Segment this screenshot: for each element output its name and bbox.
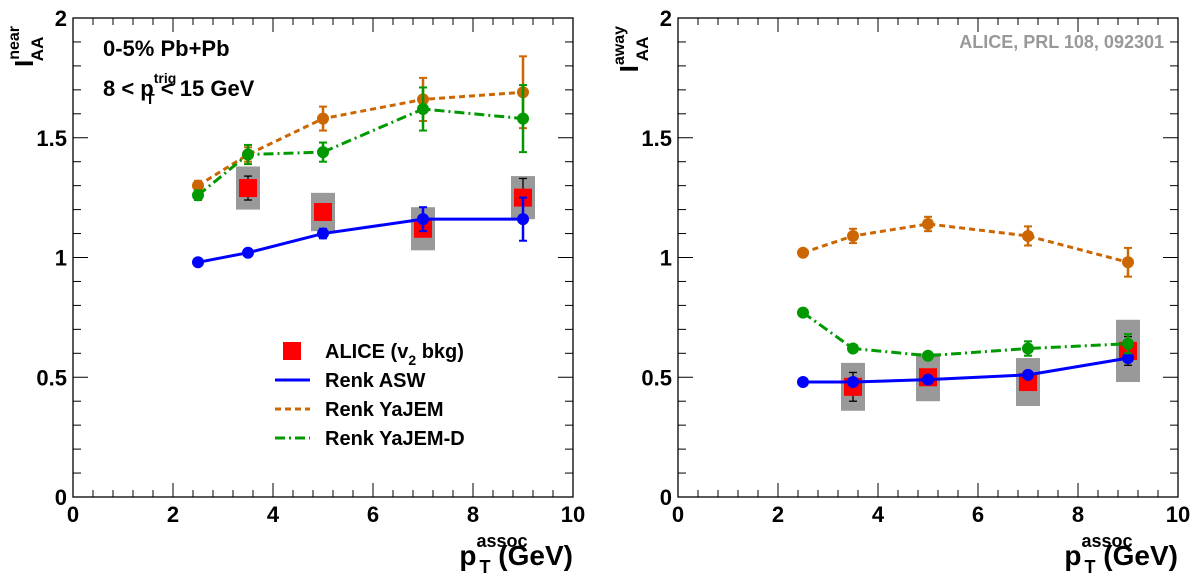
model-line bbox=[802, 311, 1129, 358]
y-tick-label: 1 bbox=[55, 246, 67, 271]
data-point bbox=[314, 202, 332, 221]
model-point bbox=[847, 342, 859, 355]
x-tick-label: 8 bbox=[1072, 502, 1084, 527]
series-renk-yajem bbox=[797, 215, 1134, 278]
x-tick-label: 0 bbox=[67, 502, 79, 527]
x-tick-label: 4 bbox=[872, 502, 885, 527]
x-axis-label: passoc T (GeV) bbox=[1064, 531, 1178, 573]
y-axis-label: Inear AA bbox=[6, 26, 47, 67]
legend-marker bbox=[283, 342, 301, 360]
model-point bbox=[192, 189, 204, 202]
legend-entry: Renk ASW bbox=[275, 370, 426, 392]
x-axis-label: passoc T (GeV) bbox=[459, 531, 573, 573]
legend-entry: Renk YaJEM bbox=[275, 399, 444, 421]
model-point bbox=[317, 112, 329, 125]
y-tick-label: 2 bbox=[55, 6, 67, 31]
model-point bbox=[242, 246, 254, 259]
legend-label: Renk YaJEM bbox=[325, 399, 444, 421]
legend-label: ALICE (v2 bkg) bbox=[325, 341, 464, 368]
y-tick-label: 1.5 bbox=[641, 126, 672, 151]
system-label: 0-5% Pb+Pb bbox=[103, 36, 230, 61]
y-tick-label: 2 bbox=[660, 6, 672, 31]
model-point bbox=[317, 146, 329, 159]
x-tick-label: 10 bbox=[1166, 502, 1190, 527]
model-point bbox=[1122, 256, 1134, 269]
series-renk-asw bbox=[192, 196, 529, 269]
series-renk-yajem-d bbox=[192, 84, 529, 202]
model-point bbox=[317, 227, 329, 240]
y-tick-label: 0.5 bbox=[36, 365, 67, 390]
series-alice-v2-bkg- bbox=[841, 319, 1140, 411]
x-tick-label: 4 bbox=[267, 502, 280, 527]
model-point bbox=[922, 373, 934, 386]
model-point bbox=[1122, 352, 1134, 365]
model-point bbox=[847, 376, 859, 389]
model-point bbox=[1022, 368, 1034, 381]
model-point bbox=[192, 179, 204, 192]
model-point bbox=[517, 112, 529, 125]
y-tick-label: 0 bbox=[55, 485, 67, 510]
model-line bbox=[197, 107, 524, 197]
model-line bbox=[802, 222, 1129, 264]
y-tick-label: 0.5 bbox=[641, 365, 672, 390]
panel-2: 0 2 4 6 8 10 0 0.5 1 1.5 2 Iaway AA passoc T (GeV) ALIC… bbox=[611, 6, 1190, 573]
legend-label: Renk YaJEM-D bbox=[325, 428, 465, 450]
model-point bbox=[1022, 342, 1034, 355]
y-tick-label: 0 bbox=[660, 485, 672, 510]
model-point bbox=[192, 256, 204, 269]
model-point bbox=[242, 148, 254, 161]
x-tick-label: 0 bbox=[672, 502, 684, 527]
panel-1: 0 2 4 6 8 10 0 0.5 1 1.5 2 Inear AA passoc T (GeV) 0-5%… bbox=[6, 6, 585, 573]
model-point bbox=[417, 103, 429, 116]
series-renk-yajem-d bbox=[797, 306, 1134, 362]
model-point bbox=[417, 213, 429, 226]
series-renk-asw bbox=[797, 352, 1134, 389]
y-tick-label: 1.5 bbox=[36, 126, 67, 151]
model-point bbox=[797, 306, 809, 319]
legend-entry: Renk YaJEM-D bbox=[275, 428, 465, 450]
x-tick-label: 6 bbox=[367, 502, 379, 527]
model-point bbox=[847, 229, 859, 242]
trigger-label: 8 < ptrig T < 15 GeV bbox=[103, 70, 255, 108]
x-tick-label: 8 bbox=[467, 502, 479, 527]
data-point bbox=[239, 179, 257, 198]
y-axis-label: Iaway AA bbox=[611, 26, 652, 72]
x-tick-label: 6 bbox=[972, 502, 984, 527]
model-point bbox=[797, 246, 809, 259]
y-tick-label: 1 bbox=[660, 246, 672, 271]
x-tick-label: 2 bbox=[167, 502, 179, 527]
legend-entry: ALICE (v2 bkg) bbox=[283, 341, 464, 368]
x-tick-label: 2 bbox=[772, 502, 784, 527]
model-point bbox=[1122, 337, 1134, 350]
series-alice-v2-bkg- bbox=[236, 166, 535, 251]
reference-label: ALICE, PRL 108, 092301 bbox=[959, 32, 1164, 52]
x-tick-label: 10 bbox=[561, 502, 585, 527]
model-point bbox=[1022, 229, 1034, 242]
legend: ALICE (v2 bkg)Renk ASW Renk YaJEM Renk YaJ… bbox=[275, 341, 465, 450]
plot-frame bbox=[677, 17, 1179, 498]
model-point bbox=[922, 217, 934, 230]
model-point bbox=[517, 213, 529, 226]
model-point bbox=[797, 376, 809, 389]
model-point bbox=[922, 349, 934, 362]
legend-label: Renk ASW bbox=[325, 370, 426, 392]
